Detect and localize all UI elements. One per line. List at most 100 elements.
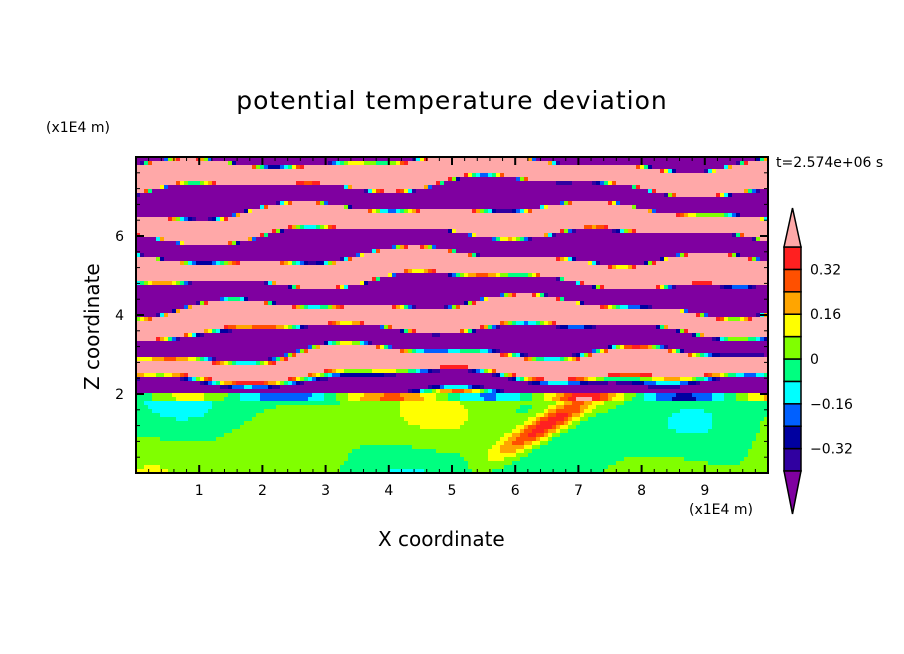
field-cell	[272, 217, 277, 222]
field-cell	[364, 173, 369, 178]
field-cell	[192, 281, 197, 286]
field-cell	[236, 161, 241, 166]
field-cell	[380, 225, 385, 230]
field-cell	[388, 217, 393, 222]
field-cell	[604, 177, 609, 182]
field-cell	[368, 241, 373, 246]
field-cell	[376, 189, 381, 194]
field-cell	[496, 205, 501, 210]
field-cell	[664, 205, 669, 210]
field-cell	[592, 189, 597, 194]
field-cell	[488, 281, 493, 286]
field-cell	[624, 189, 629, 194]
field-cell	[368, 169, 373, 174]
field-cell	[264, 269, 269, 274]
field-cell	[676, 241, 681, 246]
field-cell	[352, 249, 357, 254]
field-cell	[484, 225, 489, 230]
field-cell	[756, 273, 761, 278]
field-cell	[236, 165, 241, 170]
field-cell	[560, 233, 565, 238]
field-cell	[440, 189, 445, 194]
field-cell	[360, 249, 365, 254]
field-cell	[552, 245, 557, 250]
field-cell	[476, 157, 481, 162]
field-cell	[284, 269, 289, 274]
field-cell	[432, 265, 437, 270]
field-cell	[280, 165, 285, 170]
field-cell	[344, 209, 349, 214]
field-cell	[144, 273, 149, 278]
field-cell	[552, 241, 557, 246]
field-cell	[516, 245, 521, 250]
field-cell	[148, 193, 153, 198]
field-cell	[704, 165, 709, 170]
field-cell	[204, 185, 209, 190]
field-cell	[520, 245, 525, 250]
field-cell	[332, 277, 337, 282]
field-cell	[592, 269, 597, 274]
field-cell	[304, 273, 309, 278]
field-cell	[252, 201, 257, 206]
field-cell	[380, 213, 385, 218]
field-cell	[688, 161, 693, 166]
field-cell	[464, 209, 469, 214]
field-cell	[280, 249, 285, 254]
field-cell	[356, 161, 361, 166]
field-cell	[364, 221, 369, 226]
field-cell	[292, 185, 297, 190]
field-cell	[520, 197, 525, 202]
field-cell	[196, 209, 201, 214]
field-cell	[456, 165, 461, 170]
field-cell	[256, 269, 261, 274]
field-cell	[412, 189, 417, 194]
field-cell	[744, 165, 749, 170]
field-cell	[656, 189, 661, 194]
field-cell	[716, 225, 721, 230]
field-cell	[660, 261, 665, 266]
field-cell	[628, 253, 633, 258]
field-cell	[448, 217, 453, 222]
field-cell	[168, 265, 173, 270]
field-cell	[256, 221, 261, 226]
field-cell	[620, 241, 625, 246]
field-cell	[432, 205, 437, 210]
field-cell	[632, 169, 637, 174]
field-cell	[648, 241, 653, 246]
field-cell	[288, 185, 293, 190]
field-cell	[424, 173, 429, 178]
field-cell	[624, 209, 629, 214]
field-cell	[744, 253, 749, 258]
field-cell	[364, 209, 369, 214]
field-cell	[732, 193, 737, 198]
field-cell	[592, 261, 597, 266]
field-cell	[392, 201, 397, 206]
field-cell	[540, 169, 545, 174]
field-cell	[160, 193, 165, 198]
field-cell	[708, 173, 713, 178]
field-cell	[204, 237, 209, 242]
field-cell	[664, 237, 669, 242]
field-cell	[136, 245, 141, 250]
field-cell	[336, 233, 341, 238]
field-cell	[188, 193, 193, 198]
field-cell	[476, 273, 481, 278]
field-cell	[608, 257, 613, 262]
field-cell	[568, 173, 573, 178]
field-cell	[668, 209, 673, 214]
field-cell	[752, 197, 757, 202]
field-cell	[576, 245, 581, 250]
field-cell	[464, 181, 469, 186]
field-cell	[296, 269, 301, 274]
field-cell	[524, 253, 529, 258]
field-cell	[304, 261, 309, 266]
field-cell	[668, 157, 673, 162]
field-cell	[724, 265, 729, 270]
field-cell	[632, 265, 637, 270]
field-cell	[492, 229, 497, 234]
field-cell	[712, 165, 717, 170]
field-cell	[372, 233, 377, 238]
field-cell	[268, 177, 273, 182]
field-cell	[372, 177, 377, 182]
field-cell	[308, 229, 313, 234]
